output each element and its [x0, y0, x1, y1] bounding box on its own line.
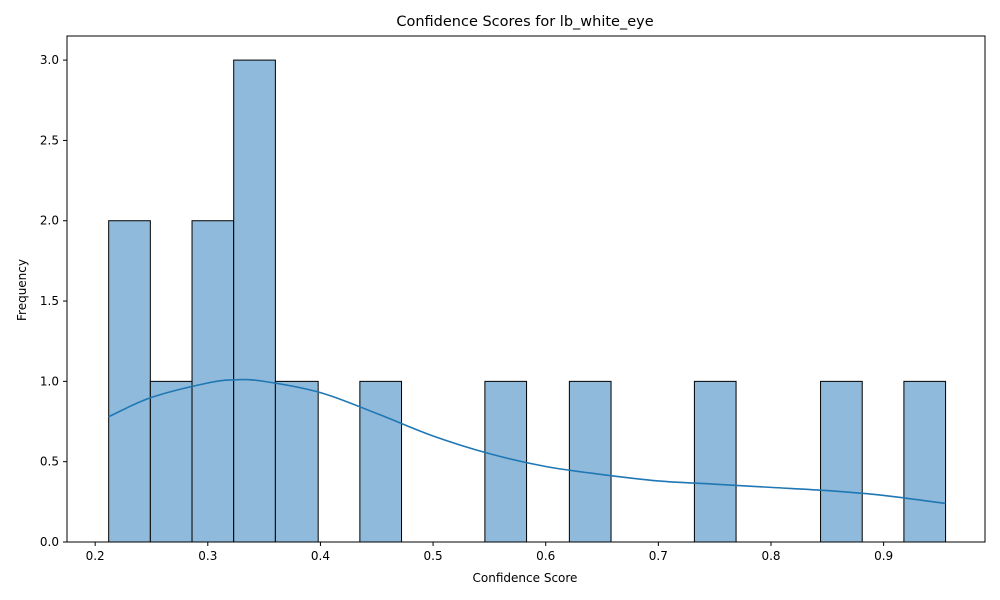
- histogram-bar: [903, 380, 947, 543]
- histogram-bar: [693, 380, 737, 543]
- histogram-bar: [108, 220, 151, 543]
- y-tick-label: 2.0: [40, 214, 59, 228]
- x-tick-label: 0.4: [311, 549, 330, 563]
- kde-curve: [108, 378, 946, 505]
- plot-frame: [66, 35, 986, 543]
- y-axis-ticks: 0.0 0.5 1.0 1.5 2.0 2.5 3.0: [40, 53, 67, 549]
- histogram-bar: [359, 380, 403, 543]
- x-tick-label: 0.8: [761, 549, 780, 563]
- y-tick-label: 2.5: [40, 133, 59, 147]
- x-tick-label: 0.9: [874, 549, 893, 563]
- x-tick-label: 0.6: [536, 549, 555, 563]
- x-tick-label: 0.5: [424, 549, 443, 563]
- x-tick-label: 0.3: [198, 549, 217, 563]
- histogram-bar: [233, 59, 276, 543]
- x-axis-label: Confidence Score: [473, 571, 578, 585]
- y-tick-label: 1.5: [40, 294, 59, 308]
- x-axis-ticks: 0.2 0.3 0.4 0.5 0.6 0.7 0.8 0.9: [86, 542, 893, 563]
- x-tick-label: 0.7: [649, 549, 668, 563]
- x-tick-label: 0.2: [86, 549, 105, 563]
- y-axis-label: Frequency: [15, 259, 29, 321]
- y-tick-label: 0.5: [40, 455, 59, 469]
- chart-title: Confidence Scores for lb_white_eye: [396, 14, 653, 30]
- y-tick-label: 0.0: [40, 535, 59, 549]
- histogram-bar: [568, 380, 612, 543]
- histogram-bar: [149, 380, 193, 543]
- y-tick-label: 1.0: [40, 374, 59, 388]
- y-tick-label: 3.0: [40, 53, 59, 67]
- bars-group: [108, 59, 947, 543]
- histogram-bar: [274, 380, 319, 543]
- histogram-bar: [820, 380, 863, 543]
